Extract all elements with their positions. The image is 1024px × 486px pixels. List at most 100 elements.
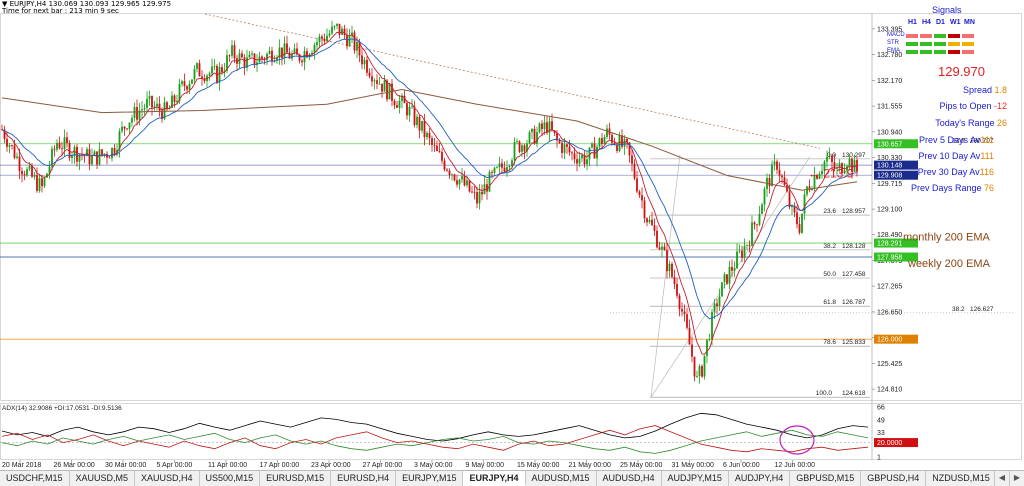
candle-body — [156, 103, 158, 107]
candle-body — [18, 156, 21, 171]
tab-audjpy-m15[interactable]: AUDJPY,M15 — [662, 471, 729, 486]
candle-body — [121, 126, 123, 132]
candle-body — [693, 356, 696, 377]
candle-body — [711, 311, 713, 340]
signal-row-label: EMA — [887, 48, 901, 54]
candle-body — [713, 303, 716, 312]
candle-body — [281, 47, 283, 59]
fib-ratio-label: 38.2 — [823, 243, 836, 250]
tab-gbpusd-h4[interactable]: GBPUSD,H4 — [861, 471, 927, 486]
x-tick-label: 26 Mar 00:00 — [54, 462, 95, 469]
price-tag — [874, 170, 918, 180]
tab-eurjpy-m15[interactable]: EURJPY,M15 — [396, 471, 464, 486]
candle-body — [173, 95, 176, 103]
candle-body — [256, 62, 258, 65]
tab-gbpusd-m15[interactable]: GBPUSD,M15 — [790, 471, 862, 486]
y-tick-label: 124.810 — [877, 387, 902, 394]
x-tick-label: 11 Apr 00:00 — [208, 462, 247, 469]
candle-body — [843, 170, 846, 174]
signal-cell — [934, 50, 946, 54]
candle-body — [36, 175, 38, 191]
candle-body — [211, 66, 213, 74]
candle-body — [563, 144, 566, 153]
candle-body — [441, 151, 443, 161]
tab-audusd-h4[interactable]: AUDUSD,H4 — [597, 471, 662, 486]
tab-eurusd-m15[interactable]: EURUSD,M15 — [260, 471, 332, 486]
tab-xauusd-m5[interactable]: XAUUSD,M5 — [70, 471, 136, 486]
candle-body — [491, 171, 493, 173]
price-tag — [874, 252, 918, 262]
candle-body — [43, 177, 46, 187]
candle-body — [248, 54, 251, 58]
candle-body — [151, 96, 153, 108]
candle-body — [676, 283, 678, 296]
tab-scroll-left-icon[interactable]: ◀ — [994, 471, 1009, 486]
candle-body — [396, 105, 398, 108]
tab-nzdusd-m15[interactable]: NZDUSD,M15 — [926, 471, 994, 486]
candle-body — [681, 309, 683, 312]
candle-body — [178, 83, 181, 101]
tab-eurusd-h4[interactable]: EURUSD,H4 — [331, 471, 397, 486]
fib-price-label: 126.627 — [970, 306, 994, 313]
x-tick-label: 15 May 00:00 — [517, 462, 560, 469]
candle-body — [381, 83, 383, 92]
adx-level-tag-label: 20.0000 — [877, 440, 902, 447]
candle-body — [633, 163, 636, 179]
tab-eurjpy-h4[interactable]: EURJPY,H4 — [463, 471, 526, 486]
symbol-header: ▼ EURJPY,H4 130.069 130.093 129.965 129.… — [2, 0, 172, 8]
stat-label: Pips to Open — [939, 101, 994, 111]
candle-body — [133, 107, 136, 118]
candle-body — [176, 100, 178, 103]
candle-body — [521, 145, 523, 152]
candle-body — [293, 48, 296, 54]
timeframe-label-h1: H1 — [908, 19, 917, 26]
countdown-label: ← 213:9 — [808, 167, 854, 181]
candle-body — [478, 191, 481, 204]
stat-value: 76 — [983, 183, 994, 193]
candle-body — [243, 57, 246, 68]
candle-body — [488, 171, 491, 192]
candle-body — [831, 155, 833, 163]
candle-body — [508, 166, 511, 168]
candle-body — [346, 35, 348, 47]
y-tick-label: 132.170 — [877, 78, 902, 85]
candle-body — [418, 116, 421, 131]
tab-scroll-right-icon[interactable]: ▶ — [1009, 471, 1024, 486]
candle-body — [703, 355, 706, 377]
candle-body — [613, 142, 616, 145]
candle-body — [778, 169, 781, 176]
tab-usdchf-m15[interactable]: USDCHF,M15 — [0, 471, 70, 486]
candle-body — [828, 155, 831, 158]
tab-audjpy-h4[interactable]: AUDJPY,H4 — [729, 471, 791, 486]
candle-body — [803, 194, 806, 214]
tab-audusd-m15[interactable]: AUDUSD,M15 — [526, 471, 597, 486]
candle-body — [573, 153, 576, 160]
tab-xauusd-h4[interactable]: XAUUSD,H4 — [135, 471, 200, 486]
candle-body — [476, 192, 478, 204]
candle-body — [743, 245, 746, 258]
candle-body — [323, 38, 326, 42]
candle-body — [706, 339, 708, 356]
candle-body — [518, 141, 521, 152]
candle-body — [733, 268, 736, 271]
candle-body — [538, 123, 541, 133]
adx-plot-frame — [0, 403, 1022, 460]
y-tick-label: 129.715 — [877, 181, 902, 188]
x-tick-label: 9 May 00:00 — [466, 462, 505, 469]
candle-body — [576, 159, 578, 164]
candle-body — [471, 191, 473, 193]
y-tick-label: 129.100 — [877, 207, 902, 214]
candle-body — [653, 225, 656, 231]
candle-body — [506, 167, 508, 172]
tab-us500-m15[interactable]: US500,M15 — [200, 471, 261, 486]
candle-body — [761, 204, 763, 214]
stat-label: Prev 30 Day Av — [917, 167, 980, 177]
x-tick-label: 3 May 00:00 — [414, 462, 453, 469]
candle-body — [278, 47, 281, 58]
weekly-ema-annotation: weekly 200 EMA — [907, 258, 991, 270]
signal-cell — [920, 42, 932, 46]
candle-body — [856, 160, 858, 172]
timeframe-label-h4: H4 — [922, 19, 931, 26]
candle-body — [213, 65, 216, 67]
candle-body — [138, 110, 141, 120]
